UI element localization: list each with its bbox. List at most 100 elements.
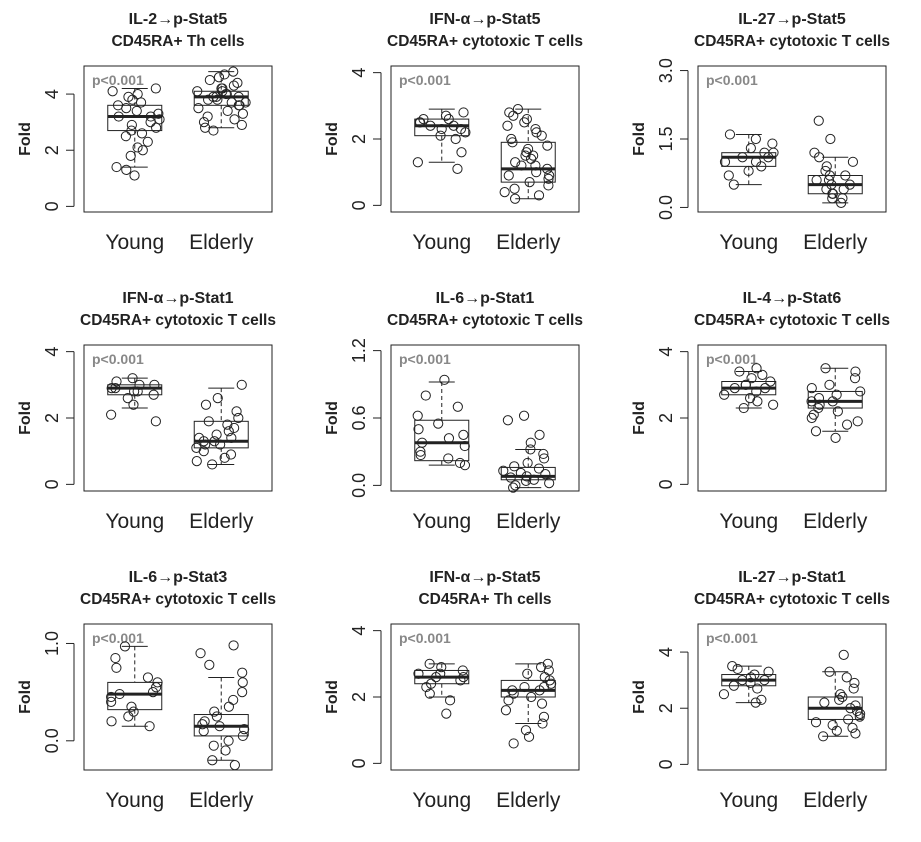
data-point — [521, 471, 532, 482]
chart-svg: IFN-α→p-Stat1 CD45RA+ cytotoxic T cells 0 2… — [17, 290, 276, 533]
data-point — [544, 170, 555, 181]
data-point — [744, 392, 756, 404]
box-group — [412, 374, 471, 471]
chart-panel: IL-6→p-Stat3 CD45RA+ cytotoxic T cells 0.0… — [0, 558, 307, 837]
data-point — [413, 668, 424, 679]
p-value-annotation: p<0.001 — [399, 630, 451, 646]
data-point — [111, 161, 122, 173]
data-point — [198, 117, 210, 128]
y-tick-label: 4 — [656, 347, 676, 357]
data-point — [459, 460, 471, 471]
data-point — [435, 130, 446, 141]
data-point — [498, 465, 509, 476]
data-point — [503, 695, 514, 706]
y-tick-label: 2 — [656, 413, 676, 423]
data-point — [525, 444, 536, 455]
y-tick-label: 2 — [42, 413, 62, 423]
data-point — [145, 117, 156, 128]
y-tick-label: 2 — [349, 692, 369, 702]
chart-svg: IL-6→p-Stat3 CD45RA+ cytotoxic T cells 0.0… — [17, 569, 276, 812]
data-point — [759, 675, 770, 686]
data-point — [126, 125, 137, 136]
data-point — [412, 157, 423, 168]
data-point — [237, 667, 248, 678]
data-point — [523, 731, 535, 742]
data-point — [505, 472, 516, 483]
data-point — [237, 730, 248, 742]
data-point — [808, 409, 819, 420]
data-point — [132, 142, 143, 153]
data-point — [204, 659, 215, 670]
chart-subtitle: CD45RA+ Th cells — [418, 591, 551, 608]
x-category-label: Elderly — [803, 789, 868, 812]
y-axis-label: Fold — [324, 680, 341, 714]
chart-panel: IL-4→p-Stat6 CD45RA+ cytotoxic T cells 0 2 4… — [614, 279, 921, 558]
box-group — [719, 363, 779, 414]
data-point — [151, 122, 162, 133]
data-point — [539, 671, 550, 683]
data-point — [854, 711, 865, 722]
data-point — [440, 110, 452, 121]
y-tick-label: 1.5 — [656, 126, 676, 151]
y-axis-label: Fold — [324, 122, 341, 156]
data-point — [543, 180, 554, 191]
data-point — [199, 716, 210, 727]
x-category-label: Elderly — [189, 789, 254, 812]
data-point — [153, 108, 164, 119]
data-point — [126, 701, 137, 712]
data-point — [448, 120, 459, 131]
chart-title: IL-4→p-Stat6 — [743, 290, 842, 307]
data-point — [229, 760, 240, 771]
data-point — [203, 94, 214, 105]
data-point — [111, 662, 122, 673]
chart-title: IFN-α→p-Stat5 — [429, 569, 540, 586]
chart-title: IFN-α→p-Stat5 — [429, 11, 540, 28]
data-point — [835, 689, 846, 700]
chart-panel: IL-27→p-Stat5 CD45RA+ cytotoxic T cells 0.… — [614, 0, 921, 279]
data-point — [195, 648, 206, 659]
data-point — [843, 714, 854, 725]
data-point — [233, 100, 244, 111]
data-point — [200, 399, 212, 410]
data-point — [508, 688, 519, 699]
box-group — [413, 658, 470, 719]
data-point — [749, 669, 760, 680]
data-point — [208, 125, 219, 136]
chart-svg: IL-27→p-Stat5 CD45RA+ cytotoxic T cells 0.… — [631, 11, 890, 254]
data-point — [459, 440, 470, 452]
data-point — [226, 432, 237, 444]
chart-title: IL-2→p-Stat5 — [129, 11, 228, 28]
y-tick-label: 1.0 — [42, 631, 62, 656]
data-point — [142, 672, 154, 683]
x-category-label: Young — [412, 789, 471, 812]
data-point — [543, 173, 554, 184]
data-point — [239, 724, 250, 735]
y-axis-label: Fold — [631, 680, 648, 714]
data-point — [215, 439, 226, 450]
plot-frame — [697, 623, 887, 771]
data-point — [810, 426, 822, 437]
chart-panel: IFN-α→p-Stat5 CD45RA+ cytotoxic T cells 0 2… — [307, 0, 614, 279]
data-point — [845, 703, 856, 714]
data-point — [111, 376, 122, 387]
chart-subtitle: CD45RA+ cytotoxic T cells — [387, 312, 583, 329]
data-point — [543, 665, 554, 676]
data-point — [810, 717, 822, 728]
p-value-annotation: p<0.001 — [706, 630, 758, 646]
data-point — [718, 689, 730, 700]
data-point — [824, 666, 835, 677]
data-point — [211, 429, 222, 440]
data-point — [838, 649, 849, 660]
data-point — [519, 117, 530, 128]
data-point — [756, 161, 767, 172]
data-point — [830, 432, 841, 444]
data-point — [219, 452, 230, 463]
data-point — [150, 416, 161, 427]
data-point — [545, 678, 557, 689]
data-point — [500, 705, 512, 716]
data-point — [752, 396, 763, 407]
data-point — [214, 721, 225, 732]
data-point — [516, 160, 527, 171]
y-tick-label: 1.2 — [349, 338, 369, 363]
